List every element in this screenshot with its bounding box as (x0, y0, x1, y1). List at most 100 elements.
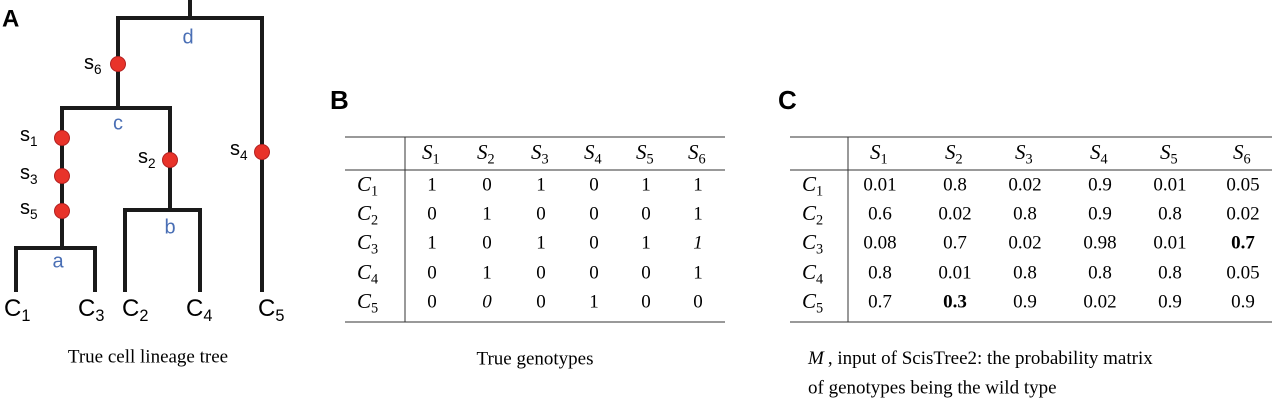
mutation-label-sub: 6 (94, 62, 102, 77)
table-cell: 0.05 (1226, 262, 1259, 283)
row-header-sub: 2 (371, 213, 378, 229)
row-header: C1 (802, 172, 823, 200)
table-cell: 1 (536, 174, 546, 195)
table-cell: 1 (482, 262, 492, 283)
column-header-sub: 1 (433, 152, 440, 168)
table-cell: 1 (641, 174, 651, 195)
table-cell: 0.9 (1088, 203, 1112, 224)
leaf-label-base: C (186, 295, 203, 322)
table-cell: 1 (641, 232, 651, 253)
leaf-label-sub: 4 (203, 308, 212, 326)
table-cell: 1 (536, 232, 546, 253)
table-cell: 1 (693, 262, 703, 283)
row-header: C5 (802, 289, 823, 317)
table-cell: 1 (693, 203, 703, 224)
table-cell: 0 (589, 203, 599, 224)
leaf-label-sub: 1 (21, 308, 30, 326)
column-header: S2 (477, 140, 495, 168)
column-header-base: S (636, 140, 647, 164)
mutation-label-sub: 1 (30, 134, 38, 149)
mutation-label: s6 (84, 52, 102, 76)
table-cell: 0.01 (863, 174, 896, 195)
column-header: S3 (531, 140, 549, 168)
table-cell: 0 (693, 291, 703, 312)
table-cell: 1 (693, 174, 703, 195)
table-cell: 0 (536, 291, 546, 312)
table-cell: 0.8 (1158, 203, 1182, 224)
leaf-label-base: C (78, 295, 95, 322)
table-cell: 0.02 (1008, 174, 1041, 195)
node-label: b (164, 216, 175, 238)
mutation-label-sub: 3 (30, 172, 38, 187)
column-header-sub: 6 (699, 152, 706, 168)
caption-symbol: M (807, 348, 825, 369)
table-cell: 0.9 (1088, 174, 1112, 195)
row-header-sub: 2 (816, 213, 823, 229)
column-header-base: S (584, 140, 595, 164)
panel-label: C (778, 85, 797, 115)
row-header: C3 (802, 230, 823, 258)
table-cell: 0.6 (868, 203, 892, 224)
table-cell: 0.9 (1158, 291, 1182, 312)
mutation-dot (110, 56, 126, 72)
table-cell: 0.01 (1153, 232, 1186, 253)
mutation-dot (254, 144, 270, 160)
table-cell: 0.8 (1158, 262, 1182, 283)
column-header-base: S (1160, 140, 1171, 164)
tree-branches (14, 0, 264, 292)
mutation-label-base: s (84, 52, 94, 74)
row-header-sub: 1 (816, 184, 823, 200)
column-header-sub: 2 (488, 152, 495, 168)
column-header: S4 (584, 140, 602, 168)
row-header: C1 (357, 172, 378, 200)
table-cell: 0 (482, 174, 492, 195)
column-header-base: S (477, 140, 488, 164)
table-cell: 0.7 (943, 232, 967, 253)
table-cell: 0.01 (1153, 174, 1186, 195)
column-header-sub: 1 (881, 152, 888, 168)
table-cell: 0.8 (943, 174, 967, 195)
table-cell: 1 (482, 203, 492, 224)
mutation-dot (54, 203, 70, 219)
row-header-sub: 4 (371, 272, 378, 288)
table-cell: 0.05 (1226, 174, 1259, 195)
row-header-base: C (357, 230, 372, 254)
column-header-base: S (945, 140, 956, 164)
table-cell: 0.9 (1231, 291, 1255, 312)
panel-label: A (2, 5, 19, 32)
column-header: S5 (636, 140, 654, 168)
leaf-label-sub: 3 (95, 308, 104, 326)
table-cell: 0.8 (1013, 203, 1037, 224)
row-header-base: C (357, 289, 372, 313)
mutation-dot (54, 168, 70, 184)
column-header: S5 (1160, 140, 1178, 168)
table-cell: 0.01 (938, 262, 971, 283)
row-header: C2 (802, 201, 823, 229)
column-header-sub: 2 (956, 152, 963, 168)
table-cell: 0 (641, 291, 651, 312)
table-cell: 1 (427, 232, 437, 253)
table-cell: 0.02 (1226, 203, 1259, 224)
table-cell: 0 (641, 262, 651, 283)
table-cell: 0 (427, 262, 437, 283)
column-header-base: S (870, 140, 881, 164)
column-header: S6 (688, 140, 706, 168)
column-header-sub: 6 (1244, 152, 1251, 168)
mutation-label-base: s (20, 162, 30, 184)
table-cell: 0 (641, 203, 651, 224)
column-header: S4 (1090, 140, 1108, 168)
leaf-label: C3 (78, 295, 104, 325)
row-header-base: C (802, 230, 817, 254)
table-cell: 1 (693, 232, 703, 253)
leaf-label-base: C (258, 295, 275, 322)
table-cell: 0 (482, 291, 492, 312)
mutation-dot (162, 152, 178, 168)
row-header: C5 (357, 289, 378, 317)
table-cell: 0.02 (1008, 232, 1041, 253)
panel-label: B (330, 85, 349, 115)
table-cell: 0.8 (1088, 262, 1112, 283)
leaf-label: C2 (122, 295, 148, 325)
table-cell: 0 (536, 203, 546, 224)
mutation-label: s1 (20, 124, 38, 148)
